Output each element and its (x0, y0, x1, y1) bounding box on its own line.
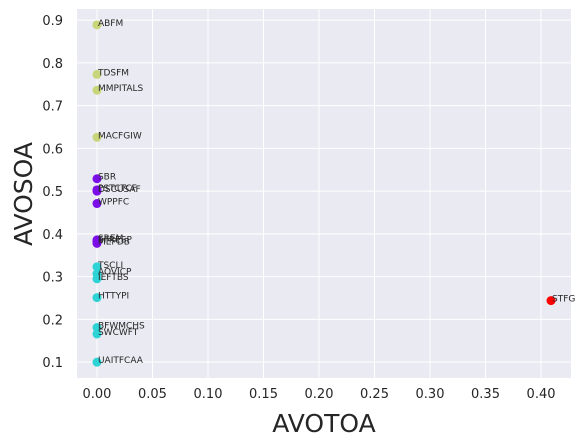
data-point (92, 329, 102, 339)
plot-area (77, 9, 571, 378)
point-label: TDSFM (97, 68, 129, 78)
data-point (92, 357, 102, 367)
y-tick-label: 0.5 (42, 185, 63, 200)
point-label: STFG (552, 295, 575, 305)
point-label: HTTYPI (98, 292, 129, 302)
point-label: TSCLI (97, 261, 123, 271)
x-tick-label: 0.00 (83, 387, 112, 402)
point-label: PSTCTCF (98, 184, 137, 194)
y-tick-labels: 0.1 0.2 0.3 0.4 0.5 0.6 0.7 0.8 0.9 (42, 14, 63, 371)
point-label: SFRESP (98, 236, 133, 246)
point-label: SWCWFT (98, 328, 139, 338)
y-axis-label: AVOSOA (9, 142, 38, 246)
data-point (92, 85, 102, 95)
point-label: BFWMCHS (98, 322, 145, 332)
x-tick-label: 0.40 (527, 387, 556, 402)
x-tick-labels: 0.00 0.05 0.10 0.15 0.20 0.25 0.30 0.35 0.40 (83, 387, 556, 402)
data-point (92, 132, 102, 142)
data-point (92, 174, 102, 184)
point-label: SBR (98, 173, 116, 183)
data-point (92, 274, 102, 284)
x-tick-label: 0.05 (138, 387, 167, 402)
x-tick-label: 0.10 (194, 387, 223, 402)
data-point (546, 296, 556, 306)
y-tick-label: 0.4 (42, 228, 63, 243)
data-point (92, 323, 102, 333)
x-tick-label: 0.35 (471, 387, 500, 402)
x-tick-label: 0.30 (416, 387, 445, 402)
data-point (92, 238, 102, 248)
data-point (92, 69, 102, 79)
data-point (92, 199, 102, 209)
y-tick-label: 0.6 (42, 142, 63, 157)
y-tick-label: 0.9 (42, 14, 63, 29)
point-label: SREM (98, 234, 123, 244)
y-tick-label: 0.2 (42, 313, 63, 328)
x-tick-label: 0.25 (360, 387, 389, 402)
point-label: IEFTBS (98, 273, 129, 283)
y-gridlines (77, 19, 571, 363)
point-label: ABFM (98, 19, 123, 29)
data-point (92, 186, 102, 196)
point-label: MEPDB (98, 237, 130, 247)
y-tick-label: 0.7 (42, 100, 63, 115)
x-tick-label: 0.15 (249, 387, 278, 402)
x-axis-label: AVOTOA (272, 409, 375, 438)
point-label: DSCUSAF (98, 185, 141, 195)
data-point (92, 262, 102, 272)
point-label: MACFGIW (98, 131, 142, 141)
point-label: WPPFC (98, 198, 129, 208)
point-label: MMPITALS (98, 84, 144, 94)
x-gridlines (96, 9, 542, 378)
x-tick-label: 0.20 (305, 387, 334, 402)
point-label: UAITFCAA (98, 356, 144, 366)
y-tick-label: 0.8 (42, 57, 63, 72)
point-label: AOVICP (98, 268, 132, 278)
data-point (92, 293, 102, 303)
y-tick-label: 0.3 (42, 271, 63, 286)
point-labels: ABFM TDSFM MMPITALS MACFGIW SBRPSTCTCFDSCUSA… (97, 19, 575, 366)
data-point (92, 20, 102, 30)
data-points (92, 20, 556, 367)
y-tick-label: 0.1 (42, 356, 63, 371)
